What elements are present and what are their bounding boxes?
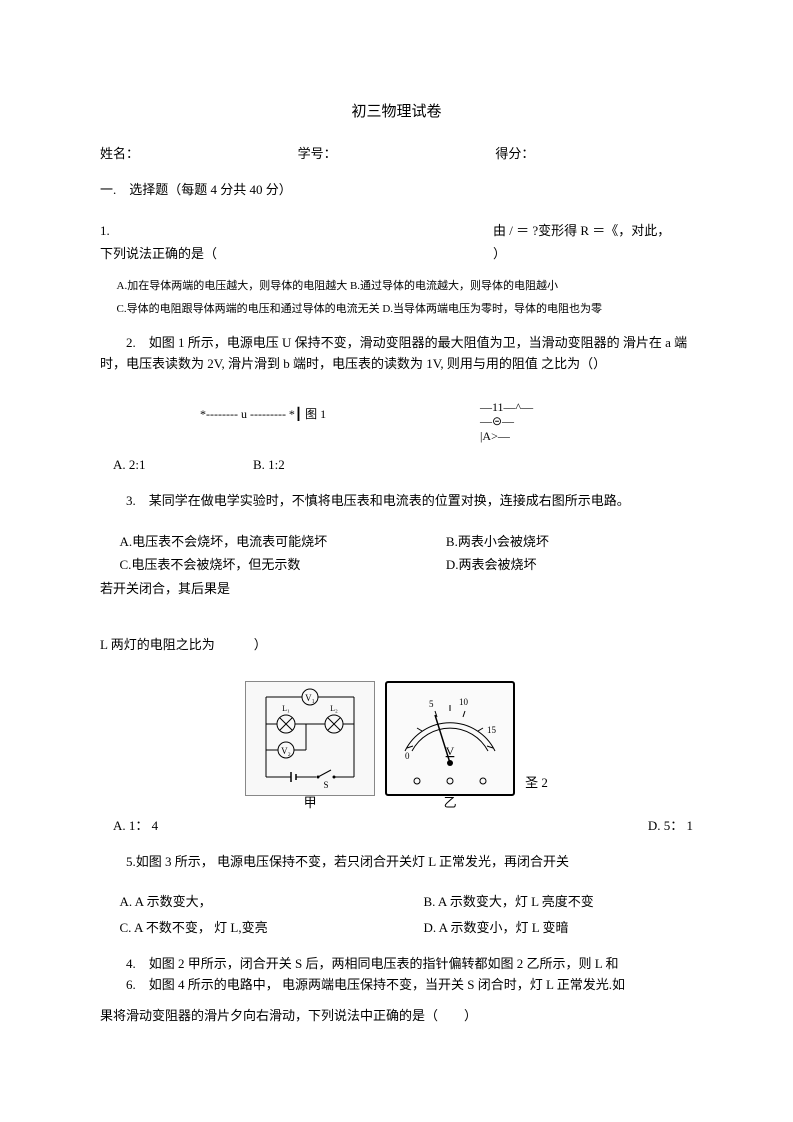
figure-2: V₁ L₁ L₂ V₂ (100, 666, 693, 796)
q3-opt-a: A.电压表不会烧坏，电流表可能烧坏 (100, 532, 446, 553)
q2-opt-a: A. 2:1 (100, 455, 240, 476)
q5-opts-row2: C. A 不数不变， 灯 L,变亮 D. A 示数变小，灯 L 变暗 (100, 918, 693, 939)
q6-stem2: 果将滑动变阻器的滑片夕向右滑动，下列说法中正确的是（ ） (100, 1006, 693, 1027)
svg-text:L₂: L₂ (330, 704, 338, 713)
score-label: 得分： (495, 144, 693, 165)
q2-opt-b: B. 1:2 (240, 455, 380, 476)
q2-stem: 2. 如图 1 所示，电源电压 U 保持不变，滑动变阻器的最大阻值为卫，当滑动变… (100, 333, 693, 375)
fig2-jia-label: 甲 (304, 793, 317, 814)
svg-text:S: S (324, 780, 329, 790)
svg-text:15: 15 (487, 725, 497, 735)
svg-text:V: V (446, 744, 455, 758)
question-5: 5.如图 3 所示， 电源电压保持不变，若只闭合开关灯 L 正常发光，再闭合开关… (100, 852, 693, 939)
q3-opt-b: B.两表小会被烧坏 (446, 532, 693, 553)
question-6: 6. 如图 4 所示的电路中， 电源两端电压保持不变，当开关 S 闭合时，灯 L… (100, 975, 693, 1027)
q4-prefix: L 两灯的电阻之比为 ） (100, 635, 693, 656)
q1-stem-left: 下列说法正确的是（ (100, 244, 493, 265)
q5-opt-c: C. A 不数不变， 灯 L,变亮 (100, 918, 423, 939)
exam-title: 初三物理试卷 (100, 100, 693, 124)
svg-text:V₁: V₁ (305, 693, 315, 703)
q1-opt-d: D.当导体两端电压为零时，导体的电阻也为零 (382, 303, 602, 315)
q6-stem: 6. 如图 4 所示的电路中， 电源两端电压保持不变，当开关 S 闭合时，灯 L… (100, 975, 693, 996)
question-3: 3. 某同学在做电学实验时，不慎将电压表和电流表的位置对换，连接成右图所示电路。… (100, 491, 693, 600)
q5-opt-d: D. A 示数变小，灯 L 变暗 (423, 918, 693, 939)
q3-after: 若开关闭合，其后果是 (100, 579, 693, 600)
q4-opt-a: A. 1： 4 (100, 816, 613, 837)
id-label: 学号： (298, 144, 496, 165)
figure-1: *-------- u --------- *┃ 图 1 —11—^— —⊝— … (100, 405, 693, 445)
svg-text:L₁: L₁ (282, 704, 290, 713)
fig2-caption: 圣 2 (525, 773, 548, 794)
name-label: 姓名： (100, 144, 298, 165)
q5-opt-a: A. A 示数变大， (100, 892, 423, 913)
q1-opt-a: A.加在导体两端的电压越大，则导体的电阻越大 (117, 280, 348, 292)
fig1-r3: |A>— (480, 429, 533, 443)
circuit-svg: V₁ L₁ L₂ V₂ (246, 682, 374, 795)
section1-heading: 一. 选择题（每题 4 分共 40 分） (100, 180, 693, 201)
q5-opts-row1: A. A 示数变大， B. A 示数变大，灯 L 亮度不变 (100, 892, 693, 913)
circuit-diagram-jia: V₁ L₁ L₂ V₂ (245, 681, 375, 796)
q3-stem: 3. 某同学在做电学实验时，不慎将电压表和电流表的位置对换，连接成右图所示电路。 (100, 491, 693, 512)
q1-opt-c: C.导体的电阻跟导体两端的电压和通过导体的电流无关 (117, 303, 380, 315)
fig1-r2: —⊝— (480, 414, 533, 428)
svg-text:V₂: V₂ (281, 746, 291, 756)
question-2: 2. 如图 1 所示，电源电压 U 保持不变，滑动变阻器的最大阻值为卫，当滑动变… (100, 333, 693, 475)
fig1-left-art: *-------- u --------- *┃ 图 1 (200, 405, 326, 424)
q2-options: A. 2:1 B. 1:2 (100, 455, 693, 476)
svg-text:5: 5 (429, 699, 434, 709)
student-info-row: 姓名： 学号： 得分： (100, 144, 693, 165)
q1-num-left: 1. (100, 221, 493, 242)
svg-text:0: 0 (405, 751, 410, 761)
q3-opt-d: D.两表会被烧坏 (446, 555, 693, 576)
q1-num-right: 由 / ＝ ?变形得 R ＝《，对此， (493, 221, 693, 242)
fig1-right-art: —11—^— —⊝— |A>— (480, 400, 533, 443)
q5-stem: 5.如图 3 所示， 电源电压保持不变，若只闭合开关灯 L 正常发光，再闭合开关 (100, 852, 693, 873)
q1-options-line2: C.导体的电阻跟导体两端的电压和通过导体的电流无关 D.当导体两端电压为零时，导… (100, 301, 693, 319)
voltmeter-diagram-yi: 0 5 10 15 V (385, 681, 515, 796)
question-1: 1. 由 / ＝ ?变形得 R ＝《，对此， 下列说法正确的是（ ） A.加在导… (100, 221, 693, 319)
q5-opt-b: B. A 示数变大，灯 L 亮度不变 (423, 892, 693, 913)
fig2-yi-label: 乙 (444, 793, 457, 814)
fig1-r1: —11—^— (480, 400, 533, 414)
q4-options: A. 1： 4 D. 5： 1 (100, 816, 693, 837)
q1-stem-right: ） (493, 244, 693, 265)
voltmeter-svg: 0 5 10 15 V (387, 683, 513, 794)
q1-options-line1: A.加在导体两端的电压越大，则导体的电阻越大 B.通过导体的电流越大，则导体的电… (100, 278, 693, 296)
q3-opts-row1: A.电压表不会烧坏，电流表可能烧坏 B.两表小会被烧坏 (100, 532, 693, 553)
q3-opts-row2: C.电压表不会被烧坏，但无示数 D.两表会被烧坏 (100, 555, 693, 576)
svg-text:10: 10 (459, 697, 469, 707)
q4-opt-d: D. 5： 1 (613, 816, 693, 837)
q4-insert: 4. 如图 2 甲所示，闭合开关 S 后，两相同电压表的指针偏转都如图 2 乙所… (100, 954, 693, 975)
q3-opt-c: C.电压表不会被烧坏，但无示数 (100, 555, 446, 576)
q1-opt-b: B.通过导体的电流越大，则导体的电阻越小 (350, 280, 558, 292)
